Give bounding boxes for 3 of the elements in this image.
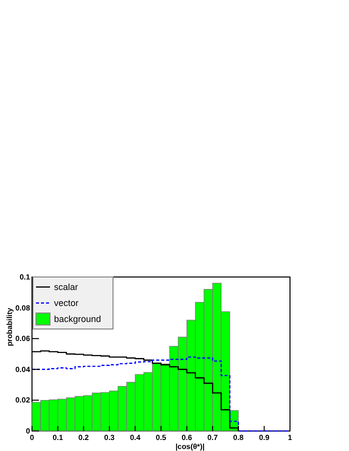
legend-label: background <box>54 314 102 324</box>
legend-label: scalar <box>54 282 78 292</box>
legend-label: vector <box>54 298 79 308</box>
